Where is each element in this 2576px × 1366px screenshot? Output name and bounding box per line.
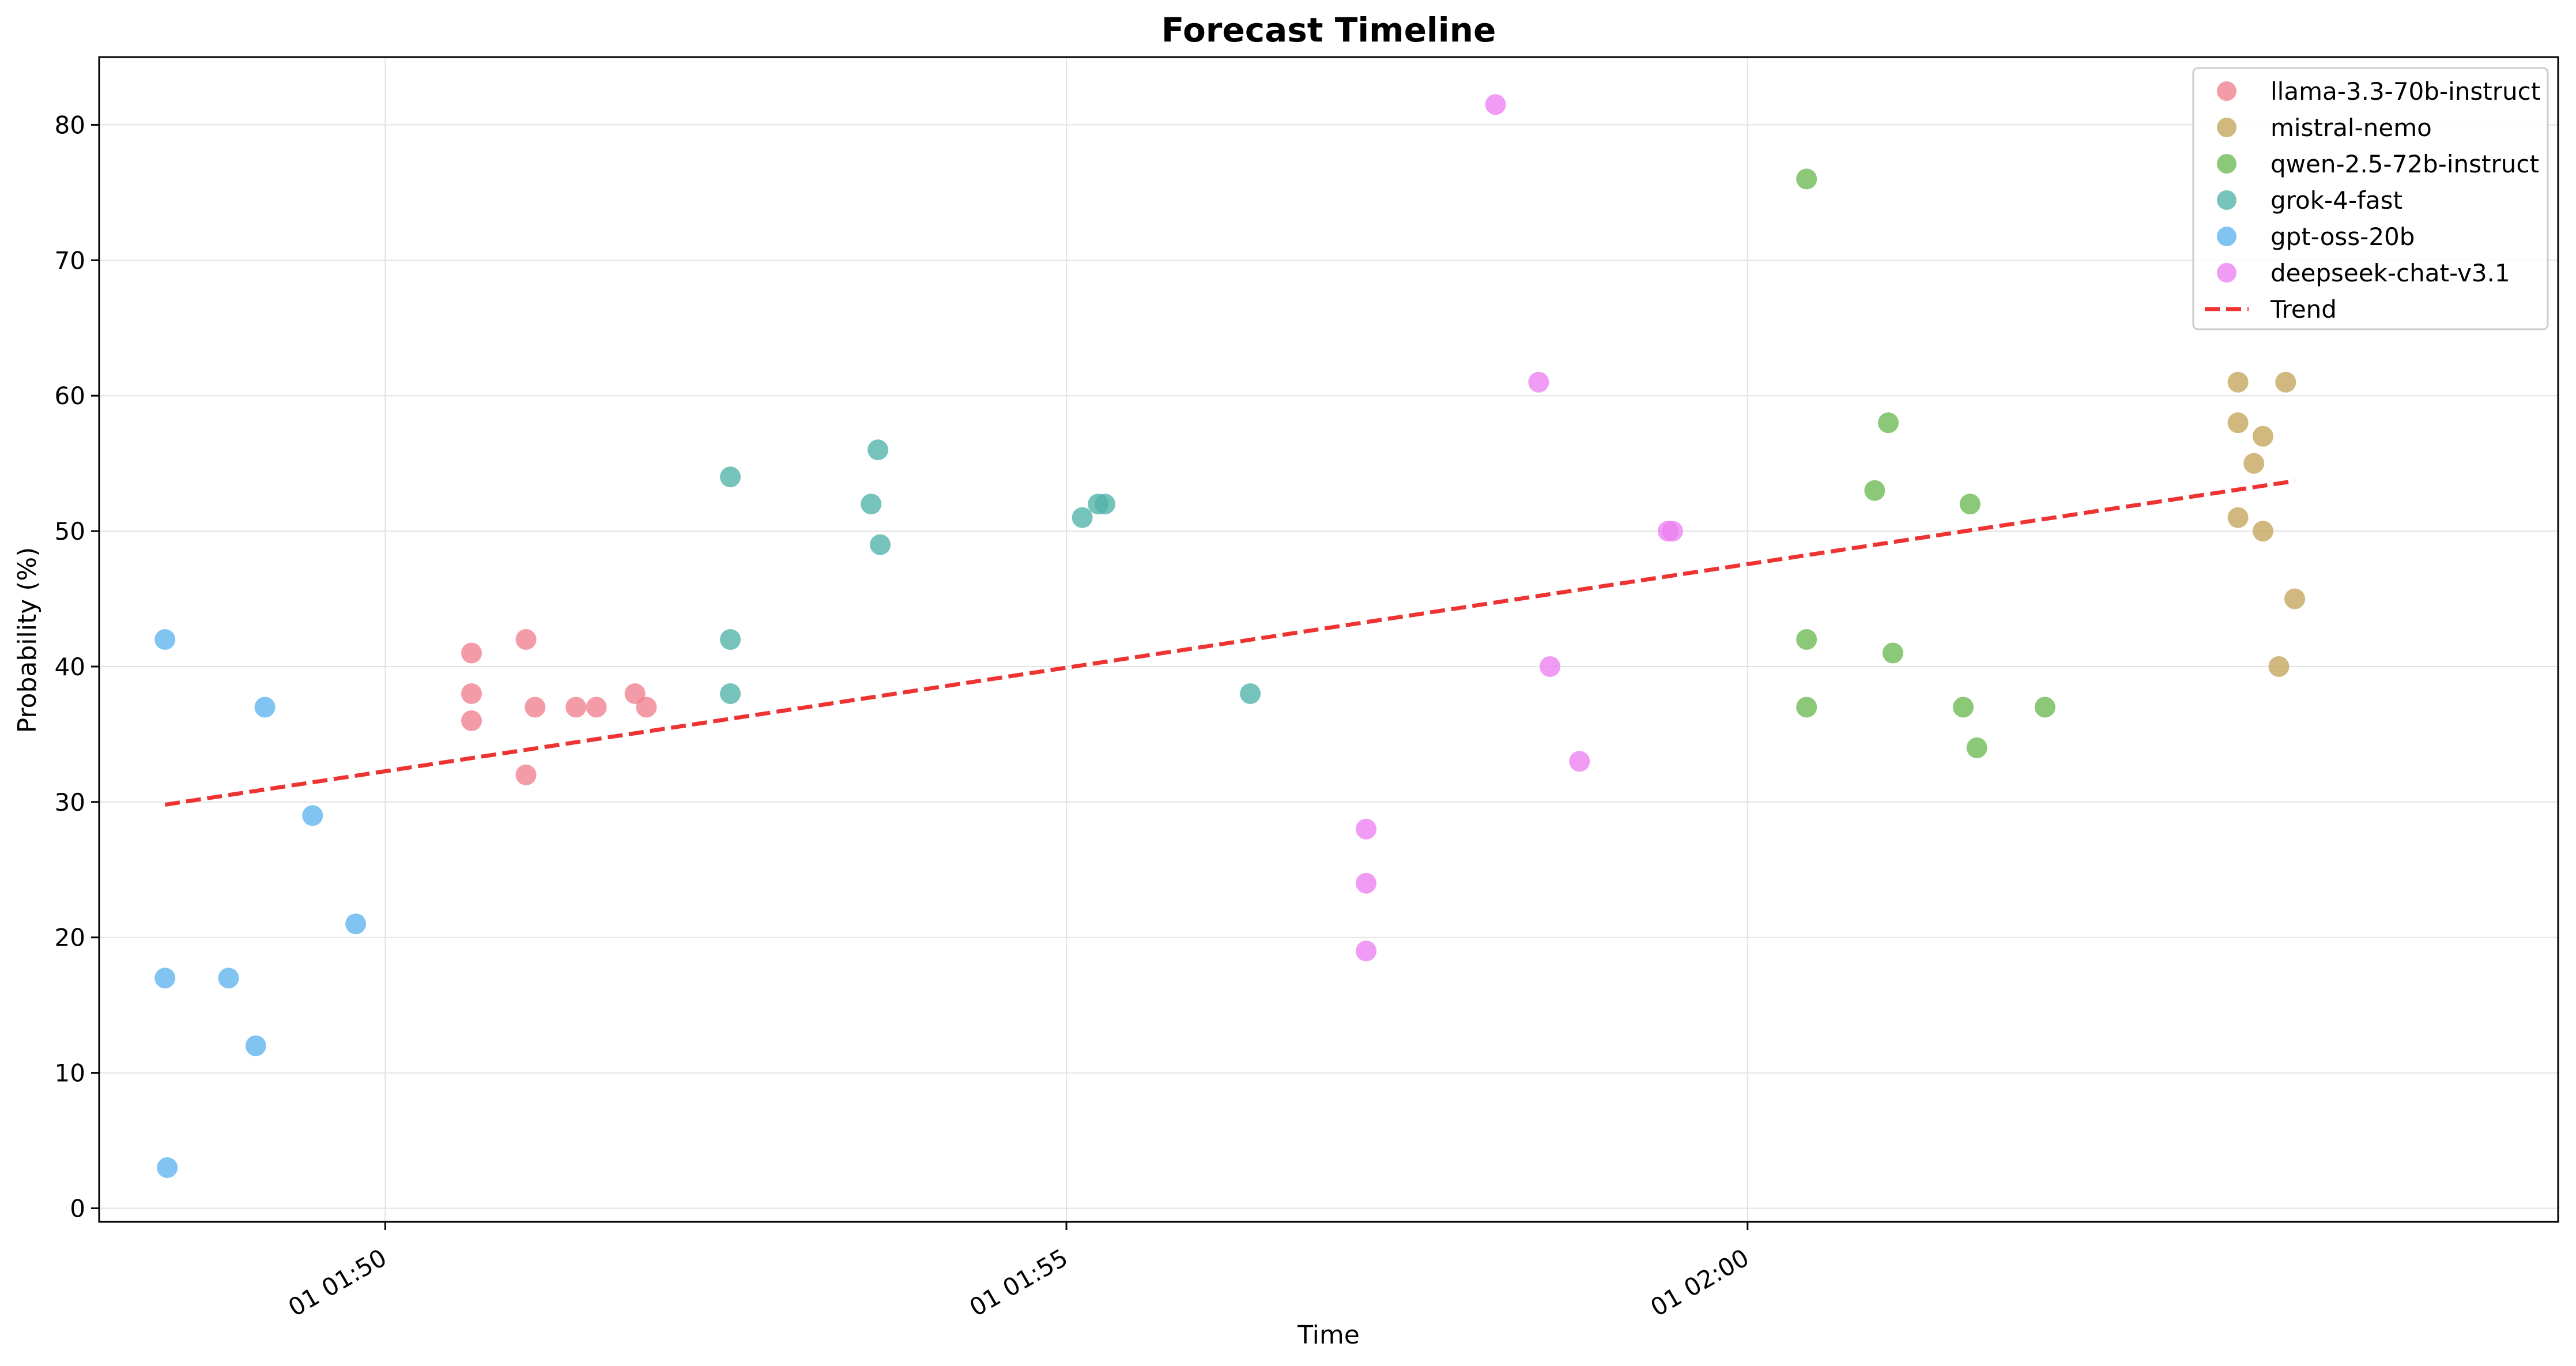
data-point [157, 1157, 178, 1179]
data-point [1355, 818, 1376, 840]
data-point [1877, 412, 1899, 434]
data-point [720, 466, 741, 488]
legend-marker [2217, 118, 2236, 137]
legend-label: llama-3.3-70b-instruct [2270, 77, 2540, 106]
data-point [461, 683, 482, 704]
legend: llama-3.3-70b-instruct mistral-nemo qwen-2… [2192, 67, 2549, 330]
data-point [1882, 642, 1903, 664]
data-point [2227, 507, 2249, 528]
legend-marker [2217, 190, 2236, 210]
data-point [254, 697, 276, 718]
data-point [1540, 656, 1561, 677]
data-point [1355, 872, 1376, 894]
series-qwen-2-5-72b-instruct [1796, 168, 2055, 758]
series-gpt-oss-20b [154, 629, 367, 1179]
data-point [624, 683, 646, 704]
data-point [2243, 453, 2265, 474]
data-point [154, 968, 176, 989]
data-point [245, 1035, 266, 1056]
legend-marker [2217, 263, 2236, 283]
grid-lines [99, 57, 2558, 1222]
data-point [2275, 371, 2296, 393]
data-point [868, 439, 889, 461]
legend-label: deepseek-chat-v3.1 [2270, 259, 2510, 287]
y-tick-label: 60 [55, 382, 85, 410]
data-point [2227, 371, 2249, 393]
y-tick-label: 20 [55, 924, 85, 952]
data-point [515, 764, 537, 785]
legend-label: Trend [2270, 295, 2337, 323]
plot-area-frame [98, 56, 2559, 1223]
data-point [461, 642, 482, 664]
data-point [1952, 697, 1974, 718]
data-point [515, 629, 537, 650]
y-tick-label: 50 [55, 517, 85, 545]
data-point [2268, 656, 2290, 677]
data-point [2034, 697, 2055, 718]
data-point [586, 697, 607, 718]
data-point [2284, 588, 2306, 609]
y-tick-label: 70 [55, 246, 85, 274]
chart-title: Forecast Timeline [1161, 10, 1496, 50]
data-point [1796, 168, 1817, 190]
data-point [2252, 426, 2273, 447]
data-point [1569, 751, 1590, 772]
data-point [1072, 507, 1093, 528]
y-tick-label: 10 [55, 1059, 85, 1087]
data-point [154, 629, 176, 650]
data-point [1485, 94, 1506, 115]
data-point [1528, 371, 1549, 393]
data-point [218, 968, 239, 989]
data-point [565, 697, 587, 718]
y-tick-label: 0 [70, 1195, 85, 1223]
data-point [525, 697, 546, 718]
data-point [1959, 494, 1981, 515]
data-point [1796, 697, 1817, 718]
series-grok-4-fast [720, 439, 1261, 704]
data-point [1662, 521, 1683, 542]
legend-label: qwen-2.5-72b-instruct [2270, 150, 2539, 178]
trend-line [164, 479, 2295, 807]
y-axis-label: Probability (%) [13, 547, 42, 733]
legend-marker [2217, 81, 2236, 101]
data-point [1796, 629, 1817, 650]
data-point [1240, 683, 1261, 704]
data-point [870, 534, 891, 555]
data-point [345, 913, 367, 935]
data-point [461, 710, 482, 731]
series-deepseek-chat-v3-1 [1355, 94, 1683, 962]
y-tick-label: 30 [55, 788, 85, 816]
data-point [302, 805, 323, 826]
legend-label: grok-4-fast [2270, 186, 2402, 215]
data-point [636, 697, 657, 718]
scatter-points [154, 94, 2306, 1179]
data-point [1966, 737, 1987, 758]
y-tick-label: 80 [55, 111, 85, 139]
legend-label: gpt-oss-20b [2270, 223, 2415, 251]
x-axis-label: Time [1297, 1320, 1360, 1350]
data-point [720, 629, 741, 650]
data-point [2252, 521, 2273, 542]
data-point [861, 494, 882, 515]
legend-marker [2217, 154, 2236, 174]
data-point [1864, 480, 1885, 501]
series-llama-3-3-70b-instruct [461, 629, 657, 785]
y-tick-label: 40 [55, 653, 85, 681]
data-point [720, 683, 741, 704]
series-mistral-nemo [2227, 371, 2306, 677]
legend-label: mistral-nemo [2270, 114, 2432, 142]
data-point [2227, 412, 2249, 434]
legend-box [2192, 67, 2549, 330]
trend-layer [164, 479, 2295, 807]
data-point [1355, 940, 1376, 962]
legend-marker [2217, 227, 2236, 246]
data-point [1095, 494, 1116, 515]
y-axis-ticks: 0 10 20 30 40 50 60 70 80 [55, 111, 99, 1223]
